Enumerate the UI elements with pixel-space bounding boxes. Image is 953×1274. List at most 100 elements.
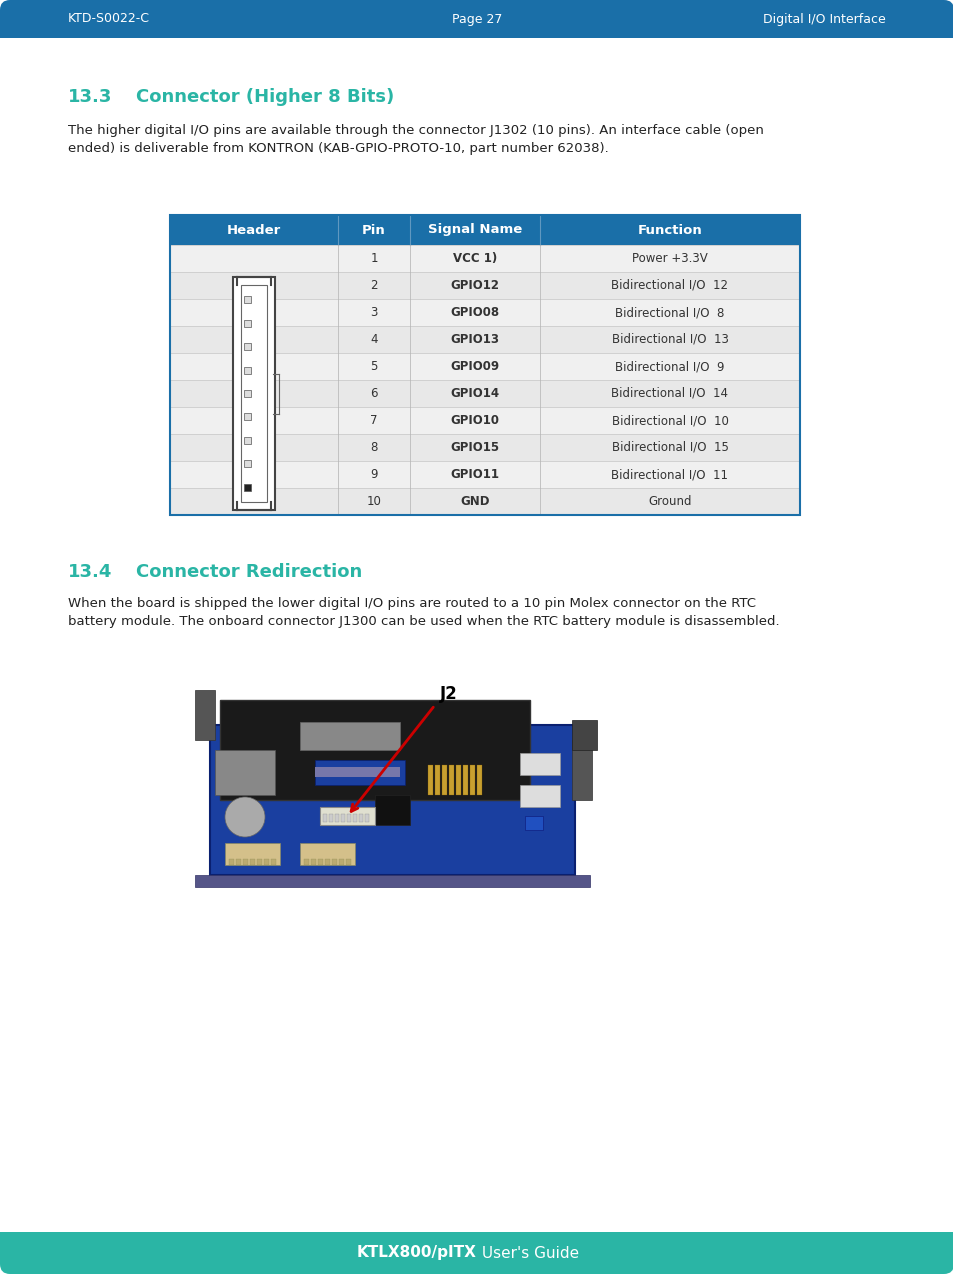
Text: 3: 3 [370,306,377,318]
Text: Connector (Higher 8 Bits): Connector (Higher 8 Bits) [136,88,394,106]
Text: Bidirectional I/O  8: Bidirectional I/O 8 [615,306,724,318]
FancyBboxPatch shape [0,0,953,38]
Bar [170,215,800,245]
Bar [244,437,251,443]
Text: Ground: Ground [648,496,691,508]
Text: 6: 6 [370,387,377,400]
Bar [244,484,251,490]
Text: 13.4: 13.4 [68,563,112,581]
Bar [170,245,800,273]
Text: Header: Header [227,223,281,237]
Bar [0,1232,953,1254]
Bar [519,785,559,806]
Bar [519,753,559,775]
FancyBboxPatch shape [0,1232,953,1274]
Bar [244,390,251,397]
Bar [572,740,592,800]
Bar [338,859,344,865]
Bar [304,859,309,865]
Bar [456,764,460,795]
Bar [194,875,589,887]
Bar [462,764,468,795]
Bar [524,817,542,829]
Bar [476,764,481,795]
Bar [220,699,530,800]
Bar [244,414,251,420]
Text: The higher digital I/O pins are available through the connector J1302 (10 pins).: The higher digital I/O pins are availabl… [68,124,763,138]
Bar [319,806,375,826]
Bar [229,859,233,865]
Text: When the board is shipped the lower digital I/O pins are routed to a 10 pin Mole: When the board is shipped the lower digi… [68,598,755,610]
Bar [233,276,274,510]
Bar [317,859,323,865]
Bar [250,859,254,865]
Bar [170,461,800,488]
Text: 2: 2 [370,279,377,292]
Bar [332,859,336,865]
Text: GPIO10: GPIO10 [450,414,499,427]
Text: Bidirectional I/O  13: Bidirectional I/O 13 [611,333,728,347]
Text: GPIO11: GPIO11 [450,468,499,482]
Bar [170,273,800,299]
Text: 10: 10 [366,496,381,508]
Text: Power +3.3V: Power +3.3V [632,252,707,265]
Bar [299,722,399,750]
Bar [170,326,800,353]
Text: VCC 1): VCC 1) [453,252,497,265]
Bar [170,380,800,406]
Bar [170,488,800,515]
Text: 1: 1 [370,252,377,265]
Bar [244,367,251,373]
Text: Digital I/O Interface: Digital I/O Interface [762,13,885,25]
Bar [365,814,369,822]
Bar [225,843,280,865]
Bar [170,299,800,326]
Text: User's Guide: User's Guide [476,1246,578,1260]
Text: KTLX800/pITX: KTLX800/pITX [356,1246,476,1260]
Bar [241,285,267,502]
Text: Bidirectional I/O  15: Bidirectional I/O 15 [611,441,728,454]
Text: GPIO13: GPIO13 [450,333,499,347]
Bar [170,406,800,434]
Text: Bidirectional I/O  12: Bidirectional I/O 12 [611,279,728,292]
Bar [346,859,351,865]
Text: 4: 4 [370,333,377,347]
Bar [375,795,410,826]
Text: battery module. The onboard connector J1300 can be used when the RTC battery mod: battery module. The onboard connector J1… [68,615,779,628]
Bar [353,814,356,822]
Text: GND: GND [459,496,489,508]
Bar [170,353,800,380]
Text: 13.3: 13.3 [68,88,112,106]
Bar [314,761,405,785]
Text: 9: 9 [370,468,377,482]
Bar [235,859,241,865]
Text: Bidirectional I/O  11: Bidirectional I/O 11 [611,468,728,482]
Bar [314,767,399,777]
Bar [210,725,575,875]
Text: Page 27: Page 27 [452,13,501,25]
Bar [244,297,251,303]
Bar [572,720,597,750]
Text: GPIO09: GPIO09 [450,361,499,373]
Text: Bidirectional I/O  9: Bidirectional I/O 9 [615,361,724,373]
Text: Bidirectional I/O  10: Bidirectional I/O 10 [611,414,728,427]
Bar [428,764,433,795]
Bar [329,814,333,822]
Bar [347,814,351,822]
Bar [449,764,454,795]
Bar [325,859,330,865]
Text: 7: 7 [370,414,377,427]
Bar [244,343,251,350]
Text: J2: J2 [439,685,457,703]
Bar [244,320,251,326]
Bar [0,19,953,38]
Bar [264,859,269,865]
Bar [441,764,447,795]
Bar [214,750,274,795]
Text: ended) is deliverable from KONTRON (KAB-GPIO-PROTO-10, part number 62038).: ended) is deliverable from KONTRON (KAB-… [68,141,608,155]
Text: 8: 8 [370,441,377,454]
Text: Bidirectional I/O  14: Bidirectional I/O 14 [611,387,728,400]
Text: GPIO08: GPIO08 [450,306,499,318]
Bar [323,814,327,822]
Bar [340,814,345,822]
